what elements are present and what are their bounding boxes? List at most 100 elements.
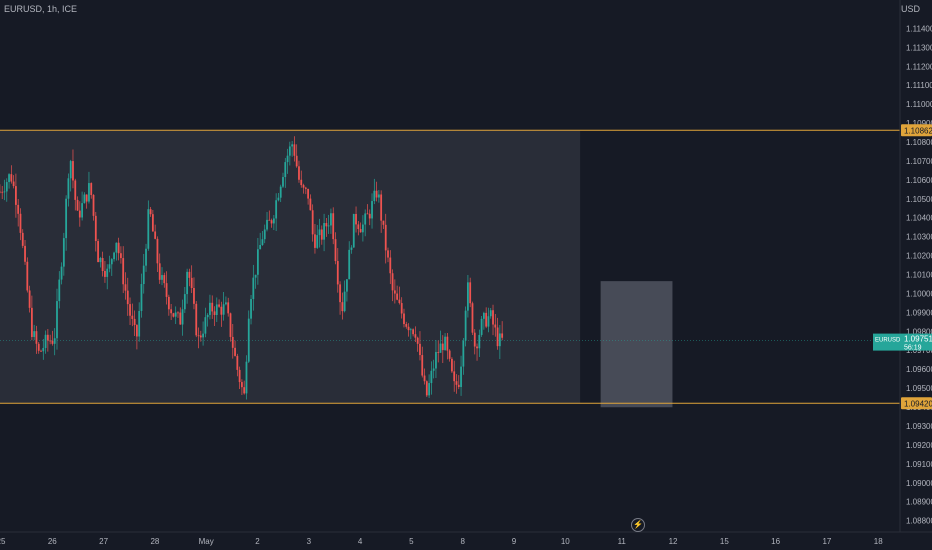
candle-body	[142, 265, 145, 285]
candle-body	[414, 334, 417, 338]
candle-body	[60, 266, 63, 280]
candle-body	[3, 191, 6, 193]
candle-body	[421, 355, 424, 376]
candle-body	[117, 242, 120, 254]
candle-body	[211, 302, 214, 312]
candle-body	[183, 294, 186, 310]
last-price-symbol-text: EURUSD	[875, 338, 901, 344]
candle-body	[348, 249, 351, 280]
candle-body	[270, 220, 273, 224]
candle-body	[261, 239, 264, 245]
candle-body	[487, 316, 490, 327]
candle-body	[172, 313, 175, 317]
candle-body	[467, 282, 469, 311]
time-tick-label: 10	[561, 537, 570, 546]
candle-body	[42, 347, 45, 352]
price-tick-label: 1.09200	[906, 441, 932, 450]
price-tick-label: 1.11300	[906, 43, 932, 52]
time-tick-label: 15	[720, 537, 729, 546]
candle-body	[359, 229, 362, 233]
time-axis[interactable]: 25 26 27 28 May 2 3 4 5 8 9 10 11 12 15 16 17 18	[0, 537, 883, 546]
time-tick-label: 4	[358, 537, 363, 546]
last-price-symbol-bg	[873, 333, 901, 351]
candle-body	[272, 218, 275, 224]
symbol-label[interactable]: EURUSD, 1h, ICE	[4, 4, 78, 14]
candle-body	[120, 253, 122, 259]
candle-body	[30, 307, 33, 337]
candle-body	[110, 259, 113, 265]
candle-body	[154, 231, 157, 239]
candle-body	[284, 162, 287, 178]
price-tick-label: 1.10100	[906, 271, 932, 280]
candle-body	[126, 290, 129, 305]
candle-body	[5, 182, 8, 192]
candle-body	[10, 174, 13, 182]
price-tick-label: 1.11400	[906, 24, 932, 33]
candle-body	[501, 333, 504, 338]
candle-body	[375, 190, 378, 198]
lightning-icon[interactable]: ⚡	[631, 518, 645, 532]
candle-body	[74, 180, 77, 200]
price-tick-label: 1.10300	[906, 233, 932, 242]
candle-body	[384, 224, 387, 251]
price-axis[interactable]: 1.11400 1.11300 1.11200 1.11100 1.11000 1.109…	[906, 24, 932, 525]
candle-body	[332, 213, 335, 240]
candle-body	[425, 381, 428, 396]
candle-body	[197, 335, 200, 337]
candle-body	[393, 290, 396, 294]
candle-body	[259, 244, 262, 250]
candle-body	[469, 282, 472, 304]
candle-body	[325, 223, 328, 227]
candle-body	[476, 346, 478, 349]
candle-body	[106, 268, 109, 277]
candle-body	[464, 310, 467, 341]
time-tick-label: 26	[48, 537, 57, 546]
candle-body	[288, 146, 291, 156]
candle-body	[403, 313, 405, 325]
candle-body	[161, 275, 163, 280]
candle-body	[471, 303, 474, 333]
candle-body	[145, 248, 147, 266]
candle-body	[489, 310, 492, 317]
candle-body	[101, 258, 104, 272]
candle-body	[435, 352, 437, 369]
price-tick-label: 1.09600	[906, 365, 932, 374]
candle-body	[76, 199, 79, 211]
candle-body	[218, 304, 220, 307]
candle-body	[327, 225, 330, 227]
range-rectangle[interactable]	[0, 130, 581, 404]
price-tick-label: 1.10200	[906, 252, 932, 261]
candle-body	[72, 161, 74, 181]
candle-body	[318, 229, 321, 236]
candle-body	[156, 238, 159, 264]
candle-body	[85, 194, 88, 202]
candle-body	[302, 185, 305, 188]
candle-body	[204, 317, 207, 334]
candle-body	[104, 271, 106, 277]
candle-body	[165, 283, 168, 297]
candle-body	[311, 210, 314, 235]
candle-body	[8, 174, 10, 183]
candle-body	[220, 306, 223, 315]
candle-body	[37, 343, 40, 351]
candle-body	[186, 271, 189, 295]
price-tick-label: 1.09500	[906, 384, 932, 393]
candle-body	[295, 155, 298, 167]
time-tick-label: 11	[618, 537, 627, 546]
price-tick-label: 1.08900	[906, 498, 932, 507]
candle-body	[190, 277, 193, 288]
support-badge-text: 1.09420	[904, 399, 932, 408]
candle-body	[478, 334, 481, 349]
candle-body	[227, 302, 230, 314]
time-tick-label: 5	[409, 537, 414, 546]
candle-body	[494, 324, 497, 328]
candle-body	[430, 370, 433, 384]
candle-body	[409, 329, 412, 331]
candles-group	[0, 136, 504, 400]
candle-body	[377, 194, 380, 198]
second-rectangle[interactable]	[600, 281, 673, 408]
candle-body	[199, 335, 202, 338]
candle-body	[40, 350, 42, 352]
